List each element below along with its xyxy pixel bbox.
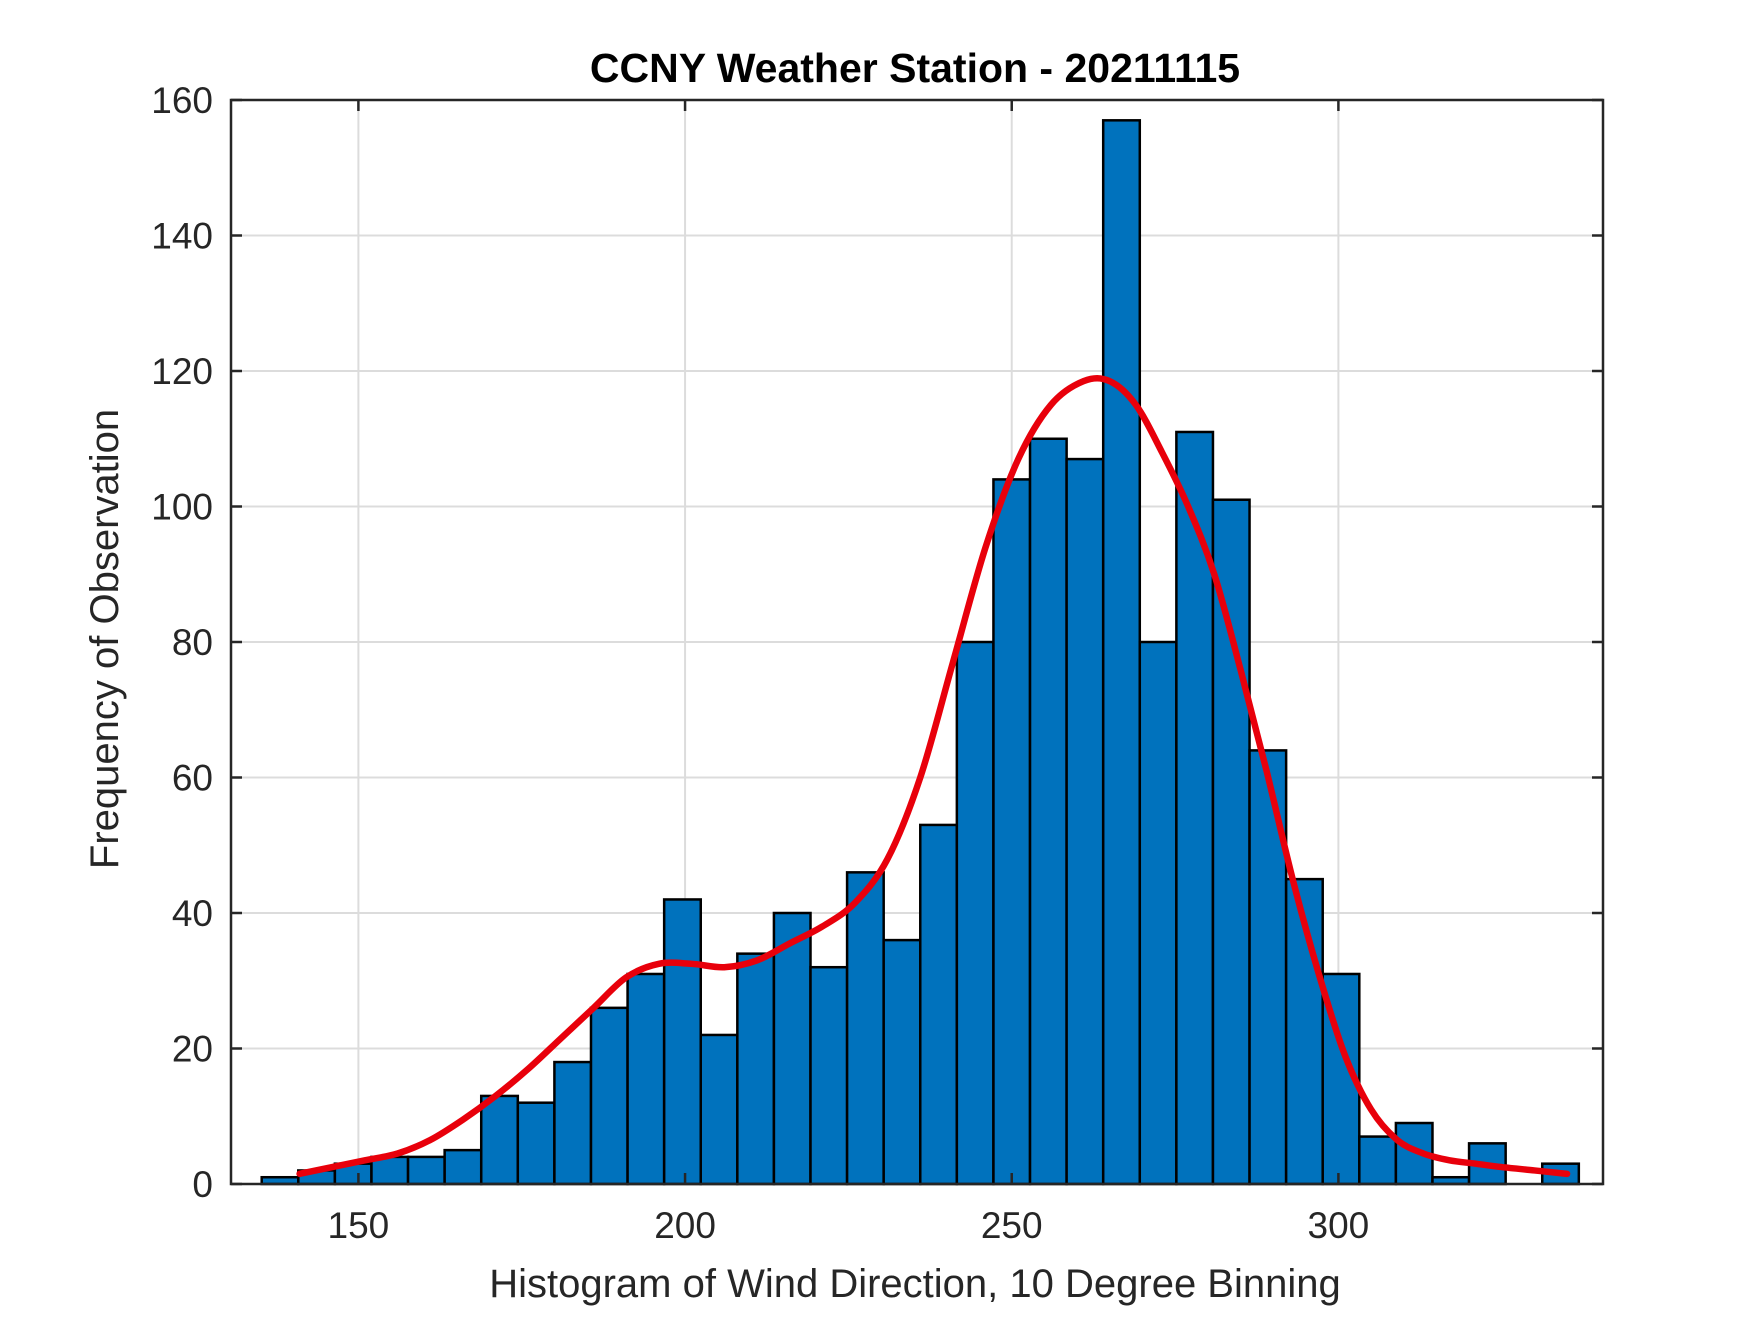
y-tick-label: 80 bbox=[172, 622, 213, 663]
tick-labels: 150 200 250 300 0 20 40 60 80 100 120 140 160 bbox=[151, 80, 1369, 1246]
x-tick-label: 250 bbox=[981, 1205, 1043, 1246]
histogram-bar bbox=[1175, 430, 1215, 1186]
y-tick-label: 0 bbox=[192, 1164, 213, 1205]
y-tick-label: 100 bbox=[151, 487, 213, 528]
histogram-bar bbox=[516, 1101, 556, 1186]
histogram-bar bbox=[589, 1006, 629, 1186]
x-tick-label: 300 bbox=[1308, 1205, 1370, 1246]
grid-lines bbox=[231, 99, 1603, 1185]
histogram-bar bbox=[955, 640, 995, 1186]
histogram-bar bbox=[736, 952, 776, 1186]
histogram-bar bbox=[882, 938, 922, 1186]
histogram-bars bbox=[260, 119, 1581, 1186]
histogram-bar bbox=[1211, 498, 1251, 1186]
histogram-bar bbox=[443, 1148, 483, 1186]
y-tick-label: 120 bbox=[151, 351, 213, 392]
histogram-bar bbox=[772, 911, 812, 1186]
y-tick-label: 60 bbox=[172, 758, 213, 799]
histogram-bar bbox=[1028, 437, 1068, 1186]
histogram-bar bbox=[406, 1155, 446, 1186]
histogram-bar bbox=[845, 871, 885, 1186]
histogram-bar bbox=[1248, 749, 1288, 1186]
histogram-bar bbox=[662, 898, 702, 1186]
y-tick-label: 20 bbox=[172, 1029, 213, 1070]
x-tick-label: 200 bbox=[654, 1205, 716, 1246]
histogram-bar bbox=[553, 1060, 593, 1186]
axes bbox=[229, 98, 1605, 1186]
histogram-bar bbox=[1065, 457, 1105, 1186]
histogram-bar bbox=[919, 823, 959, 1186]
x-tick-label: 150 bbox=[328, 1205, 390, 1246]
histogram-bar bbox=[1138, 640, 1178, 1186]
histogram-bar bbox=[699, 1033, 739, 1186]
histogram-bar bbox=[479, 1094, 520, 1186]
histogram-bar bbox=[626, 972, 666, 1186]
y-axis-label: Frequency of Observation bbox=[83, 409, 127, 869]
histogram-bar bbox=[809, 965, 849, 1186]
y-tick-label: 40 bbox=[172, 893, 213, 934]
x-axis-label: Histogram of Wind Direction, 10 Degree B… bbox=[489, 1262, 1341, 1306]
y-tick-label: 160 bbox=[151, 80, 213, 121]
y-tick-label: 140 bbox=[151, 216, 213, 257]
fit-curve bbox=[296, 374, 1571, 1178]
histogram-bar bbox=[992, 478, 1032, 1186]
histogram-bar bbox=[1358, 1135, 1398, 1186]
chart-title: CCNY Weather Station - 20211115 bbox=[590, 45, 1240, 91]
fit-curve-layer bbox=[296, 374, 1571, 1178]
histogram-bar bbox=[1101, 119, 1142, 1186]
